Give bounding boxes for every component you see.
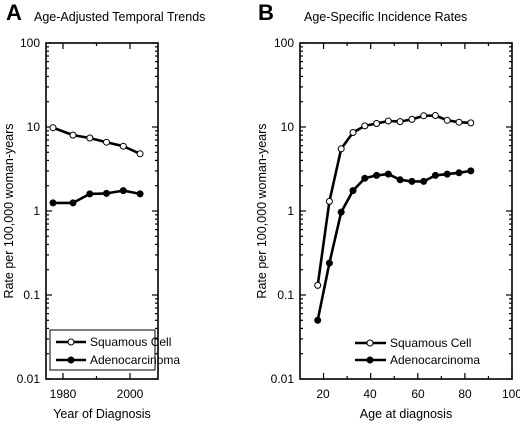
data-point-squamous: [349, 129, 357, 136]
open-circle-marker-icon: [67, 338, 75, 346]
data-point-adenocarcinoma: [349, 187, 357, 195]
panel-b-ytick-label: 100: [274, 36, 294, 50]
data-point-adenocarcinoma: [69, 199, 77, 207]
data-point-squamous: [396, 118, 404, 126]
data-point-squamous: [103, 138, 110, 146]
data-point-squamous: [455, 118, 463, 126]
data-point-squamous: [314, 281, 322, 289]
panel-a-ytick-label: 1: [33, 204, 40, 218]
panel-b-legend-squamous: Squamous Cell: [390, 336, 471, 350]
data-point-squamous: [119, 142, 127, 150]
panel-a-legend-box: [49, 329, 156, 371]
panel-a-plot-frame: [45, 42, 159, 380]
panel-b-xtick-label: 60: [411, 387, 425, 401]
panel-a-xtick-label: 2000: [117, 387, 144, 401]
panel-b-data: [314, 112, 475, 324]
panel-a-legend: Squamous Cell Adenocarcinoma: [49, 329, 180, 371]
panel-b-xtick-label: 100: [502, 387, 520, 401]
data-point-adenocarcinoma: [136, 190, 144, 198]
panel-a-xtick-label: 1980: [50, 387, 77, 401]
data-point-squamous: [467, 119, 475, 127]
open-circle-marker-icon: [366, 339, 374, 347]
panel-a-letter: A: [6, 0, 22, 25]
panel-b-y-ticks: 0.01 0.1 1 10 100: [271, 36, 295, 386]
panel-a-y-ticks: 0.01 0.1 1 10 100: [17, 36, 41, 386]
data-point-squamous: [86, 134, 94, 142]
filled-circle-marker-icon: [366, 356, 374, 364]
panel-a-legend-squamous: Squamous Cell: [90, 335, 171, 349]
panel-b-xtick-label: 20: [316, 387, 330, 401]
data-point-adenocarcinoma: [467, 167, 475, 175]
data-point-squamous: [384, 117, 392, 125]
data-point-adenocarcinoma: [119, 187, 127, 195]
panel-b-legend-adeno: Adenocarcinoma: [390, 353, 480, 367]
data-point-adenocarcinoma: [361, 174, 369, 182]
data-point-adenocarcinoma: [337, 208, 345, 216]
panel-a-title: Age-Adjusted Temporal Trends: [34, 10, 205, 24]
data-point-adenocarcinoma: [314, 316, 322, 324]
data-point-adenocarcinoma: [443, 170, 451, 178]
data-point-squamous: [408, 115, 416, 123]
panel-b: B Age-Specific Incidence Rates 0.01 0.1 …: [255, 0, 520, 421]
data-point-squamous: [361, 122, 369, 130]
data-point-adenocarcinoma: [86, 190, 94, 198]
panel-a-data: [49, 124, 144, 207]
panel-a-y-axis-label: Rate per 100,000 woman-years: [2, 123, 16, 298]
panel-a-ytick-label: 100: [20, 36, 40, 50]
panel-a-ytick-label: 0.01: [17, 372, 41, 386]
data-point-adenocarcinoma: [384, 170, 392, 178]
panel-a-ytick-label: 10: [27, 120, 41, 134]
panel-b-tick-marks: [300, 42, 513, 380]
data-point-squamous: [49, 124, 57, 132]
data-point-adenocarcinoma: [396, 176, 404, 184]
data-point-squamous: [420, 112, 428, 120]
data-point-adenocarcinoma: [455, 169, 463, 177]
data-point-squamous: [373, 120, 381, 127]
panel-b-ytick-label: 1: [287, 204, 294, 218]
panel-a: A Age-Adjusted Temporal Trends 0.01 0.1 …: [2, 0, 205, 421]
panel-b-x-axis-label: Age at diagnosis: [360, 407, 452, 421]
panel-a-x-ticks: 1980 2000: [50, 387, 144, 401]
panel-b-ytick-label: 0.1: [277, 288, 294, 302]
panel-b-letter: B: [258, 0, 274, 25]
series-line-squamous: [52, 126, 141, 155]
data-point-adenocarcinoma: [408, 177, 416, 185]
panel-b-title: Age-Specific Incidence Rates: [304, 10, 467, 24]
panel-a-x-axis-label: Year of Diagnosis: [53, 407, 151, 421]
data-point-squamous: [136, 150, 144, 158]
series-line-squamous: [316, 114, 471, 286]
panel-b-x-ticks: 20 40 60 80 100: [316, 387, 520, 401]
panel-a-ytick-label: 0.1: [23, 288, 40, 302]
panel-b-y-axis-label: Rate per 100,000 woman-years: [255, 123, 269, 298]
panel-a-tick-marks: [46, 42, 158, 380]
data-point-adenocarcinoma: [325, 259, 333, 267]
data-point-squamous: [431, 112, 439, 119]
series-line-adenocarcinoma: [53, 189, 141, 205]
series-line-adenocarcinoma: [316, 169, 472, 321]
panel-b-ytick-label: 10: [281, 120, 295, 134]
panel-b-xtick-label: 40: [363, 387, 377, 401]
data-point-squamous: [69, 131, 77, 139]
panel-a-legend-adeno: Adenocarcinoma: [90, 353, 180, 367]
panel-b-ytick-label: 0.01: [271, 372, 295, 386]
data-point-squamous: [325, 197, 333, 205]
data-point-adenocarcinoma: [103, 189, 110, 197]
data-point-adenocarcinoma: [49, 199, 57, 207]
data-point-adenocarcinoma: [431, 171, 439, 179]
filled-circle-marker-icon: [67, 356, 75, 364]
panel-b-legend: Squamous Cell Adenocarcinoma: [355, 336, 480, 367]
data-point-adenocarcinoma: [420, 177, 428, 185]
panel-b-xtick-label: 80: [458, 387, 472, 401]
data-point-squamous: [443, 116, 451, 124]
data-point-adenocarcinoma: [373, 171, 381, 179]
panel-b-plot-frame: [299, 42, 513, 380]
data-point-squamous: [337, 145, 345, 153]
